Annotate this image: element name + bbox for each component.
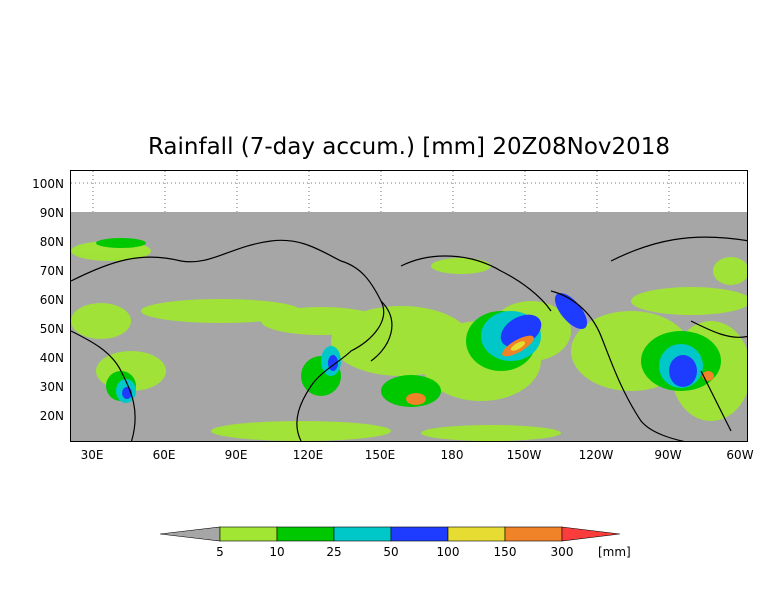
lat-label-50n: 50N <box>39 322 64 336</box>
lon-label-90w: 90W <box>654 448 682 462</box>
colorbar-100-150 <box>447 526 506 542</box>
colorbar-25-50 <box>333 526 392 542</box>
colorbar-label-25: 25 <box>326 545 342 559</box>
colorbar-label-300: 300 <box>550 545 574 559</box>
lon-label-30e: 30E <box>80 448 104 462</box>
colorbar-swatches <box>159 526 621 542</box>
lon-label-150e: 150E <box>364 448 396 462</box>
lon-label-60e: 60E <box>152 448 176 462</box>
lat-label-90n: 90N <box>39 206 64 220</box>
lon-label-120e: 120E <box>292 448 324 462</box>
lat-label-40n: 40N <box>39 351 64 365</box>
colorbar-5-10 <box>219 526 278 542</box>
colorbar-label-150: 150 <box>493 545 517 559</box>
map-title: Rainfall (7-day accum.) [mm] 20Z08Nov201… <box>147 134 671 160</box>
lat-label-20n: 20N <box>39 409 64 423</box>
lat-label-100n: 100N <box>32 177 64 191</box>
lon-label-90e: 90E <box>224 448 248 462</box>
colorbar-50-100 <box>390 526 449 542</box>
lat-label-30n: 30N <box>39 380 64 394</box>
colorbar-150-300 <box>504 526 563 542</box>
colorbar-above <box>561 526 621 542</box>
colorbar-label-10: 10 <box>269 545 285 559</box>
rainfall-map <box>70 170 748 442</box>
grid-lines <box>71 171 747 212</box>
lon-label-120w: 120W <box>578 448 614 462</box>
lat-label-80n: 80N <box>39 235 64 249</box>
lon-label-60w: 60W <box>726 448 754 462</box>
lat-label-70n: 70N <box>39 264 64 278</box>
lon-label-180: 180 <box>440 448 464 462</box>
colorbar-label-5: 5 <box>216 545 224 559</box>
coastlines <box>71 236 747 441</box>
lon-label-150w: 150W <box>506 448 542 462</box>
colorbar-label-100: 100 <box>436 545 460 559</box>
map-canvas <box>71 171 747 441</box>
colorbar <box>159 524 630 544</box>
lat-label-60n: 60N <box>39 293 64 307</box>
colorbar-label-50: 50 <box>383 545 399 559</box>
colorbar-unit: [mm] <box>598 545 631 559</box>
colorbar-below <box>159 526 221 542</box>
colorbar-10-25 <box>276 526 335 542</box>
